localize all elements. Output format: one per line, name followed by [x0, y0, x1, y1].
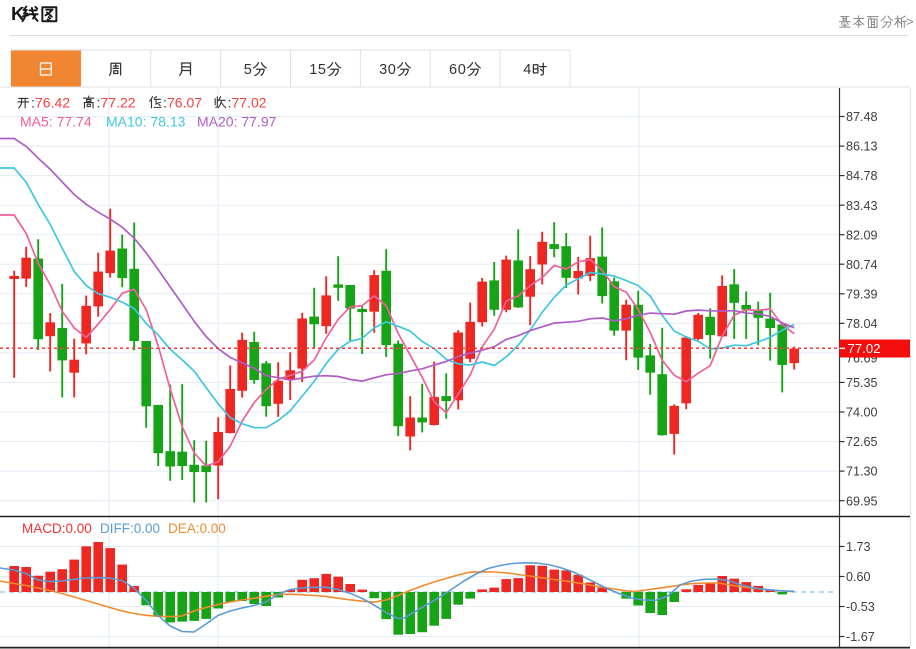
svg-text:5: 5: [244, 62, 252, 78]
svg-text:72.65: 72.65: [846, 435, 878, 449]
svg-text:1: 1: [309, 62, 317, 78]
svg-text:-1.67: -1.67: [846, 630, 875, 644]
svg-text:76.42: 76.42: [35, 95, 70, 111]
svg-text:84.78: 84.78: [846, 169, 878, 183]
svg-text:0.60: 0.60: [846, 570, 871, 584]
svg-text:MA5: 77.74: MA5: 77.74: [20, 114, 92, 130]
svg-text:77.22: 77.22: [101, 95, 136, 111]
svg-text:87.48: 87.48: [846, 110, 878, 124]
svg-text:77.02: 77.02: [232, 95, 267, 111]
svg-text::: :: [31, 95, 35, 111]
svg-text:78.04: 78.04: [846, 317, 878, 331]
svg-text:3: 3: [379, 62, 387, 78]
svg-text:0: 0: [458, 62, 466, 78]
svg-text:1.73: 1.73: [846, 540, 871, 554]
svg-text::: :: [228, 95, 232, 111]
svg-text:0: 0: [388, 62, 396, 78]
svg-text:>: >: [906, 14, 914, 29]
svg-text:86.13: 86.13: [846, 140, 878, 154]
svg-text::: :: [163, 95, 167, 111]
svg-text:75.35: 75.35: [846, 376, 878, 390]
svg-text:74.00: 74.00: [846, 406, 878, 420]
svg-text:80.74: 80.74: [846, 258, 878, 272]
svg-text:4: 4: [523, 62, 531, 78]
svg-text:DIFF:0.00: DIFF:0.00: [100, 521, 160, 536]
svg-text:-0.53: -0.53: [846, 600, 875, 614]
svg-text:69.95: 69.95: [846, 494, 878, 508]
svg-text:5: 5: [318, 62, 326, 78]
svg-text::: :: [97, 95, 101, 111]
svg-text:71.30: 71.30: [846, 465, 878, 479]
svg-text:83.43: 83.43: [846, 199, 878, 213]
svg-text:MA20: 77.97: MA20: 77.97: [197, 114, 277, 130]
svg-text:77.02: 77.02: [848, 341, 881, 356]
svg-text:K: K: [11, 4, 25, 25]
svg-text:79.39: 79.39: [846, 287, 878, 301]
svg-text:MA10: 78.13: MA10: 78.13: [106, 114, 186, 130]
svg-text:76.07: 76.07: [167, 95, 202, 111]
svg-text:6: 6: [449, 62, 457, 78]
svg-text:DEA:0.00: DEA:0.00: [168, 521, 226, 536]
svg-text:MACD:0.00: MACD:0.00: [22, 521, 92, 536]
svg-text:82.09: 82.09: [846, 228, 878, 242]
